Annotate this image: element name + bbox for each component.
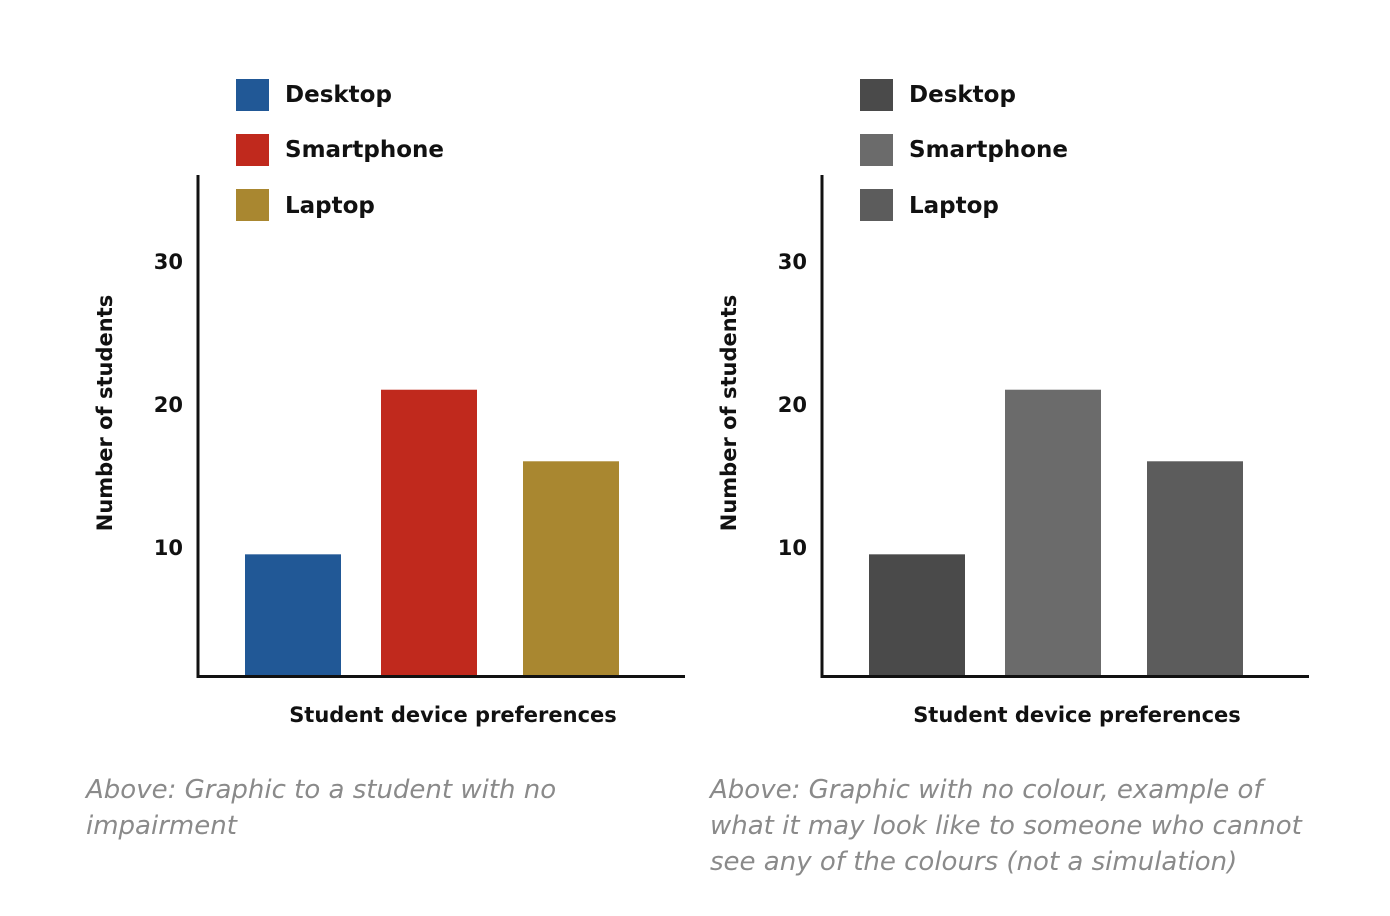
legend-label: Desktop <box>285 82 392 108</box>
legend-swatch <box>860 134 893 166</box>
legend: Desktop Smartphone Laptop <box>860 79 1068 221</box>
legend: Desktop Smartphone Laptop <box>236 79 444 221</box>
legend-swatch <box>860 79 893 111</box>
x-axis-title: Student device preferences <box>913 703 1241 727</box>
caption: Above: Graphic with no colour, example o… <box>710 775 1302 877</box>
legend-label: Laptop <box>285 193 375 219</box>
y-tick-label: 10 <box>154 536 183 560</box>
bar-desktop <box>869 554 965 676</box>
y-ticks: 10 20 30 <box>778 250 807 560</box>
bar-desktop <box>245 554 341 676</box>
y-ticks: 10 20 30 <box>154 250 183 560</box>
y-tick-label: 20 <box>154 393 183 417</box>
legend-label: Smartphone <box>909 137 1068 163</box>
y-tick-label: 30 <box>154 250 183 274</box>
legend-swatch <box>236 134 269 166</box>
legend-label: Laptop <box>909 193 999 219</box>
bar-smartphone <box>381 389 477 676</box>
legend-label: Smartphone <box>285 137 444 163</box>
legend-swatch <box>236 189 269 221</box>
legend-swatch <box>236 79 269 111</box>
bar-chart-grayscale: Desktop Smartphone Laptop 10 20 30 Numbe… <box>717 79 1309 727</box>
y-tick-label: 20 <box>778 393 807 417</box>
x-axis-title: Student device preferences <box>289 703 617 727</box>
legend-label: Desktop <box>909 82 1016 108</box>
bar-laptop <box>523 461 619 676</box>
bar-smartphone <box>1005 389 1101 676</box>
bar-chart-color: Desktop Smartphone Laptop 10 20 30 Numbe… <box>93 79 685 727</box>
legend-swatch <box>860 189 893 221</box>
bars <box>869 389 1243 676</box>
chart-figure-color: Desktop Smartphone Laptop 10 20 30 Numbe… <box>86 79 685 841</box>
bars <box>245 389 619 676</box>
y-axis-title: Number of students <box>93 295 117 531</box>
caption: Above: Graphic to a student with no impa… <box>86 775 557 841</box>
y-tick-label: 30 <box>778 250 807 274</box>
chart-figure-grayscale: Desktop Smartphone Laptop 10 20 30 Numbe… <box>624 0 1319 916</box>
y-tick-label: 10 <box>778 536 807 560</box>
y-axis-title: Number of students <box>717 295 741 531</box>
bar-laptop <box>1147 461 1243 676</box>
